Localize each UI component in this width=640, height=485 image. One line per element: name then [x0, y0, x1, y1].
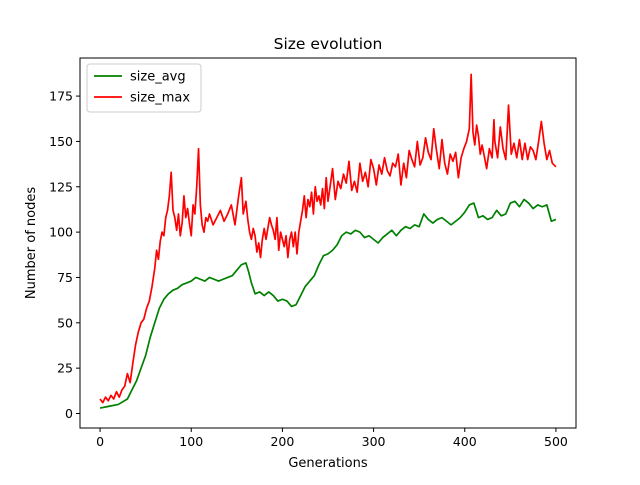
y-tick-label: 125: [49, 179, 73, 194]
chart-title: Size evolution: [274, 35, 383, 53]
x-tick-label: 500: [544, 434, 568, 449]
series-line-size-avg: [99, 198, 557, 409]
legend-label-size-max: size_max: [130, 91, 190, 106]
x-tick-label: 400: [453, 434, 477, 449]
y-tick-label: 150: [49, 134, 73, 149]
x-tick-label: 200: [270, 434, 294, 449]
y-tick-label: 50: [57, 315, 73, 330]
series-line-size-max: [99, 73, 557, 404]
y-axis: 0 25 50 75 100 125 150 175: [49, 89, 80, 421]
y-tick-label: 75: [57, 270, 73, 285]
x-tick-label: 300: [362, 434, 386, 449]
legend: size_avg size_max: [86, 63, 202, 113]
x-axis-title: Generations: [288, 456, 368, 471]
legend-label-size-avg: size_avg: [130, 70, 186, 85]
y-axis-title: Number of nodes: [24, 187, 39, 299]
plot-area: [99, 73, 557, 409]
x-tick-label: 100: [179, 434, 203, 449]
y-tick-label: 25: [57, 361, 73, 376]
x-axis: 0 100 200 300 400 500: [96, 428, 568, 449]
y-tick-label: 100: [49, 225, 73, 240]
axes-frame: [79, 57, 577, 429]
y-tick-label: 175: [49, 89, 73, 104]
x-tick-label: 0: [96, 434, 104, 449]
y-tick-label: 0: [65, 406, 73, 421]
